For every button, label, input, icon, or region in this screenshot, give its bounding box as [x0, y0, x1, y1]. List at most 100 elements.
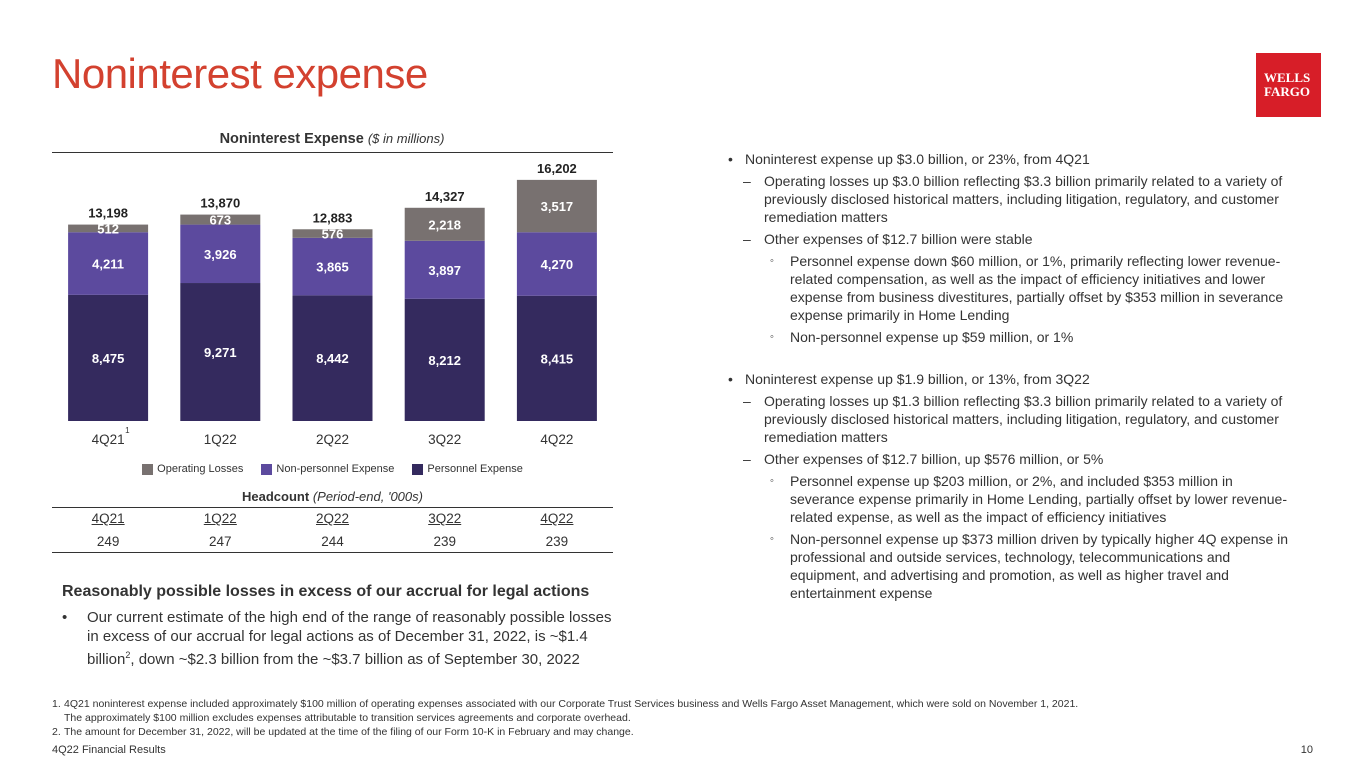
x-tick-label: 3Q22 — [428, 432, 461, 447]
legend-label-personnel-expense: Personnel Expense — [427, 463, 523, 475]
footnote-number: 2. — [52, 726, 61, 738]
legal-bullet-part2: , down ~$2.3 billion from the ~$3.7 bill… — [130, 651, 580, 668]
bar-personnel-expense — [68, 294, 149, 421]
footnote-number: 1. — [52, 698, 61, 710]
commentary-item: Operating losses up $3.0 billion reflect… — [728, 172, 1293, 226]
headcount-title: Headcount (Period-end, '000s) — [52, 489, 613, 504]
headcount-value-cell: 247 — [209, 534, 232, 549]
bar-personnel-expense — [516, 295, 597, 421]
data-label-personnel-expense: 8,442 — [316, 351, 349, 366]
legal-bullet-part1: Our current estimate of the high end of … — [87, 609, 612, 668]
legend-item-personnel-expense: Personnel Expense — [412, 463, 523, 475]
wells-fargo-logo: WELLS FARGO — [1256, 53, 1321, 117]
data-label-personnel-expense: 8,415 — [541, 351, 574, 366]
legend-swatch-personnel-expense — [412, 463, 424, 475]
total-label: 13,870 — [200, 196, 240, 211]
total-label: 12,883 — [313, 210, 353, 225]
legal-footnote-ref: 2 — [125, 650, 131, 660]
footnote-text: The approximately $100 million excludes … — [64, 712, 631, 724]
bar-operating-losses — [292, 229, 373, 238]
bar-personnel-expense — [404, 298, 485, 421]
data-label-non-personnel-expense: 3,897 — [428, 263, 461, 278]
commentary-item: Other expenses of $12.7 billion were sta… — [728, 230, 1293, 248]
bar-operating-losses — [404, 207, 485, 241]
commentary-item: Other expenses of $12.7 billion, up $576… — [728, 450, 1293, 468]
legal-bullet-text: Our current estimate of the high end of … — [87, 608, 622, 669]
chart-title-rule — [52, 152, 613, 153]
data-label-operating-losses: 2,218 — [428, 217, 461, 232]
legal-section-title: Reasonably possible losses in excess of … — [62, 583, 590, 600]
total-label: 16,202 — [537, 161, 577, 176]
headcount-header-cell: 2Q22 — [315, 511, 350, 526]
headcount-value-cell: 239 — [545, 534, 569, 549]
headcount-title-text: Headcount — [242, 489, 310, 504]
bullet-marker: • — [62, 609, 68, 626]
bar-non-personnel-expense — [404, 240, 485, 299]
footnotes: 1. 4Q21 noninterest expense included app… — [52, 697, 1078, 739]
legend-label-operating-losses: Operating Losses — [157, 463, 244, 475]
legend-swatch-operating-losses — [142, 463, 154, 475]
commentary-spacer — [728, 350, 1293, 370]
data-label-personnel-expense: 9,271 — [204, 345, 237, 360]
headcount-value-row: 249 247 244 239 239 — [52, 534, 613, 549]
commentary-item: Operating losses up $1.3 billion reflect… — [728, 392, 1293, 446]
headcount-value-cell: 249 — [96, 534, 120, 549]
commentary-item: Noninterest expense up $1.9 billion, or … — [728, 370, 1293, 388]
footnote-2: 2. The amount for December 31, 2022, wil… — [52, 725, 1078, 739]
data-label-operating-losses: 673 — [209, 213, 231, 228]
commentary-item: Non-personnel expense up $59 million, or… — [728, 328, 1293, 346]
bar-personnel-expense — [180, 283, 261, 421]
data-label-personnel-expense: 8,212 — [428, 353, 461, 368]
footnote-text: The amount for December 31, 2022, will b… — [64, 726, 634, 738]
legal-section-bullet: • Our current estimate of the high end o… — [62, 608, 622, 669]
commentary-item: Personnel expense down $60 million, or 1… — [728, 252, 1293, 324]
bar-operating-losses — [180, 214, 261, 225]
chart-legend: Operating Losses Non-personnel Expense P… — [52, 463, 613, 475]
headcount-bottom-rule — [52, 552, 613, 553]
headcount-value-cell: 244 — [321, 534, 344, 549]
data-label-non-personnel-expense: 3,926 — [204, 247, 237, 262]
headcount-header-cell: 4Q22 — [540, 511, 574, 526]
headcount-title-unit: (Period-end, '000s) — [312, 489, 423, 504]
data-label-operating-losses: 576 — [322, 227, 344, 242]
total-label: 13,198 — [88, 206, 128, 221]
logo-line-2: FARGO — [1264, 84, 1310, 99]
chart-title-text: Noninterest Expense — [219, 131, 364, 147]
logo-line-1: WELLS — [1264, 70, 1311, 85]
legend-label-non-personnel-expense: Non-personnel Expense — [276, 463, 395, 475]
page-number: 10 — [1300, 744, 1313, 756]
data-label-personnel-expense: 8,475 — [92, 351, 125, 366]
bar-operating-losses — [68, 224, 149, 233]
x-tick-label: 2Q22 — [316, 432, 349, 447]
headcount-header-cell: 1Q22 — [203, 511, 237, 526]
x-tick-label: 4Q21 — [92, 432, 125, 447]
data-label-non-personnel-expense: 4,211 — [92, 257, 124, 272]
headcount-header-row: 4Q21 1Q22 2Q22 3Q22 4Q22 — [52, 511, 613, 526]
bar-non-personnel-expense — [292, 237, 373, 296]
legend-swatch-non-personnel-expense — [261, 463, 273, 475]
commentary-item: Noninterest expense up $3.0 billion, or … — [728, 150, 1293, 168]
bar-non-personnel-expense — [516, 232, 597, 296]
x-tick-label: 4Q22 — [540, 432, 573, 447]
legend-item-operating-losses: Operating Losses — [142, 463, 243, 475]
bar-personnel-expense — [292, 295, 373, 421]
bar-non-personnel-expense — [180, 224, 261, 284]
legend-item-non-personnel-expense: Non-personnel Expense — [261, 463, 394, 475]
data-label-operating-losses: 512 — [97, 221, 119, 236]
chart-title: Noninterest Expense ($ in millions) — [52, 131, 612, 147]
headcount-header-cell: 4Q21 — [91, 511, 125, 526]
commentary-item: Non-personnel expense up $373 million dr… — [728, 530, 1293, 602]
data-label-non-personnel-expense: 3,865 — [316, 260, 349, 275]
bar-operating-losses — [516, 179, 597, 233]
chart-title-unit: ($ in millions) — [367, 131, 445, 146]
data-label-operating-losses: 3,517 — [541, 199, 574, 214]
x-tick-label: 1Q22 — [204, 432, 237, 447]
footnote-1: 1. 4Q21 noninterest expense included app… — [52, 697, 1078, 725]
headcount-top-rule — [52, 507, 613, 508]
x-tick-superscript: 1 — [125, 426, 130, 435]
data-label-non-personnel-expense: 4,270 — [541, 257, 574, 272]
total-label: 14,327 — [425, 189, 465, 204]
page-title: Noninterest expense — [52, 50, 428, 97]
headcount-value-cell: 239 — [433, 534, 456, 549]
